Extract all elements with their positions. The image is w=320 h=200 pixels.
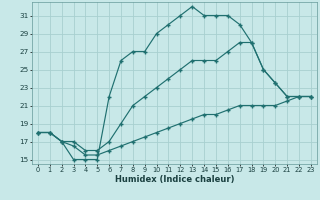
X-axis label: Humidex (Indice chaleur): Humidex (Indice chaleur) [115, 175, 234, 184]
